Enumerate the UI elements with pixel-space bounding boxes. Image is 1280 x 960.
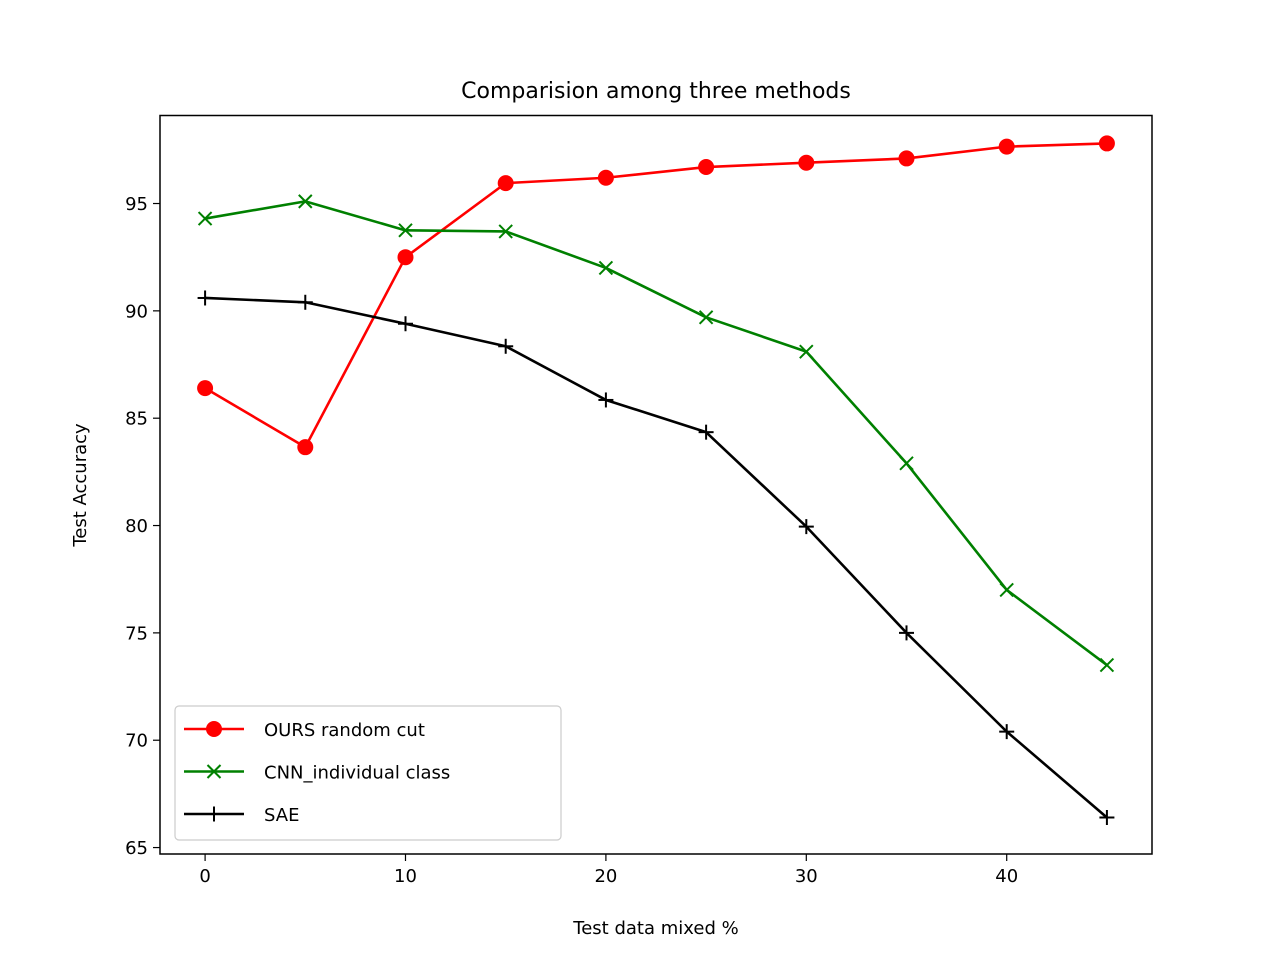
- data-point: [197, 211, 213, 226]
- data-point: [698, 159, 715, 176]
- data-point: [197, 380, 214, 397]
- legend-marker: [206, 764, 222, 779]
- data-point: [498, 338, 514, 354]
- series-cnn-individual-class: [197, 194, 1115, 673]
- legend-item: OURS random cut: [184, 720, 425, 741]
- y-tick-label: 65: [125, 838, 148, 859]
- data-point: [498, 224, 513, 239]
- y-tick-label: 85: [125, 409, 148, 430]
- data-point: [1098, 135, 1115, 152]
- data-point: [398, 223, 413, 238]
- data-point: [698, 310, 714, 325]
- y-axis: 65 70 75 80 85 90 95: [125, 194, 160, 859]
- legend-item: SAE: [184, 805, 299, 826]
- data-point: [999, 724, 1015, 740]
- legend-label: OURS random cut: [264, 720, 425, 741]
- data-point: [998, 138, 1015, 155]
- data-point: [999, 582, 1014, 598]
- legend-item: CNN_individual class: [184, 763, 450, 784]
- data-point: [899, 456, 914, 471]
- y-tick-label: 90: [125, 301, 148, 322]
- data-point: [698, 424, 714, 440]
- data-point: [197, 290, 213, 306]
- y-tick-label: 95: [125, 194, 148, 215]
- data-point: [798, 519, 814, 535]
- x-tick-label: 20: [594, 866, 617, 887]
- data-point: [1099, 657, 1115, 673]
- x-tick-label: 30: [795, 866, 818, 887]
- data-point: [297, 294, 313, 310]
- series-line: [205, 296, 1108, 819]
- y-tick-label: 70: [125, 731, 148, 752]
- legend: OURS random cut CNN_individual class SAE: [174, 705, 562, 841]
- data-point: [598, 392, 614, 408]
- series-line: [204, 142, 1107, 449]
- legend-box: [174, 705, 562, 841]
- legend-marker: [206, 806, 222, 822]
- y-tick-label: 80: [125, 516, 148, 537]
- x-axis: 0 10 20 30 40: [199, 854, 1018, 887]
- x-tick-label: 10: [394, 866, 417, 887]
- y-tick-label: 75: [125, 623, 148, 644]
- data-point: [497, 175, 514, 192]
- series-sae: [197, 290, 1115, 826]
- y-axis-label: Test Accuracy: [70, 423, 91, 548]
- data-point: [598, 260, 614, 276]
- x-tick-label: 40: [995, 866, 1018, 887]
- data-point: [297, 439, 314, 456]
- data-point: [799, 344, 814, 359]
- legend-marker: [206, 721, 222, 737]
- data-point: [298, 194, 313, 209]
- chart-title: Comparision among three methods: [461, 79, 851, 104]
- plot-frame: [159, 114, 1153, 855]
- series-layer: [197, 135, 1115, 826]
- series-ours-random-cut: [197, 135, 1115, 456]
- data-point: [899, 625, 915, 641]
- legend-label: CNN_individual class: [264, 763, 450, 784]
- data-point: [597, 169, 614, 186]
- x-axis-label: Test data mixed %: [572, 918, 738, 939]
- data-point: [1099, 810, 1115, 826]
- data-point: [798, 154, 815, 171]
- data-point: [898, 150, 915, 167]
- data-point: [397, 316, 413, 332]
- series-line: [204, 200, 1108, 667]
- legend-label: SAE: [264, 805, 299, 826]
- data-point: [397, 249, 414, 266]
- x-tick-label: 0: [199, 866, 210, 887]
